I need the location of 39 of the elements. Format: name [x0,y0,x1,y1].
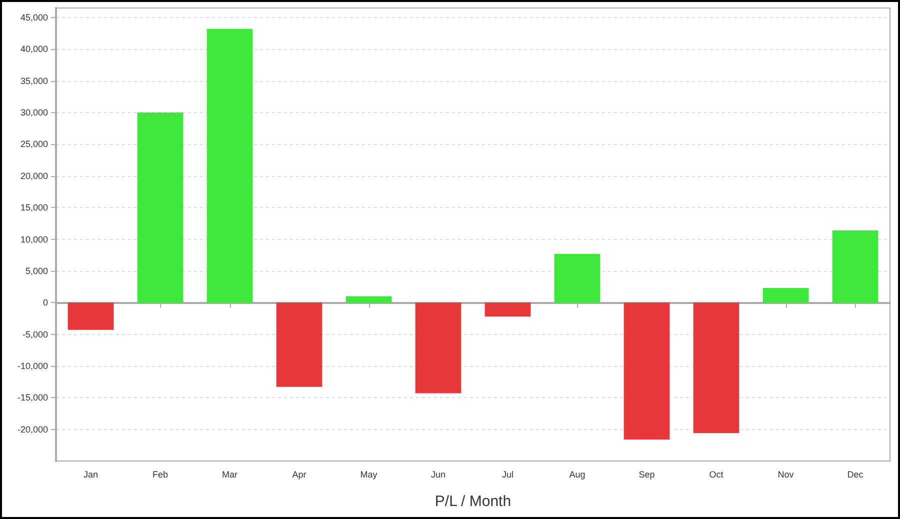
x-tick-label: Jun [430,470,446,480]
bar [346,296,392,303]
bar [484,302,531,317]
y-tick-label: -5,000 [22,329,48,340]
y-tick-label: -15,000 [17,392,48,403]
bar [762,288,809,303]
bar [68,302,114,330]
x-axis-title: P/L / Month [434,493,512,510]
x-tick-label: Sep [638,470,655,480]
x-tick-label: Jul [502,470,514,480]
y-tick-label: 30,000 [20,108,48,118]
y-tick-label: 40,000 [20,44,48,54]
bar [276,302,322,387]
bar [206,28,253,303]
bar [137,112,184,303]
y-tick-label: 5,000 [25,266,48,276]
x-tick-label: Dec [847,470,864,480]
x-tick-label: Feb [152,470,168,480]
y-tick-label: 20,000 [20,170,48,181]
y-tick-label: 10,000 [20,234,48,244]
x-tick-label: May [360,470,378,480]
y-tick-label: 15,000 [20,202,48,213]
y-tick-label: 25,000 [20,139,48,150]
bar [832,230,878,303]
bar [624,302,670,440]
x-tick-label: Oct [709,470,724,480]
bar [415,302,462,394]
x-tick-label: Jan [83,470,98,480]
x-tick-label: Mar [222,470,238,480]
bar [693,302,740,434]
x-tick-label: Aug [569,470,586,480]
y-tick-label: 35,000 [20,76,48,86]
y-tick-label: 45,000 [20,12,48,23]
x-tick-label: Nov [778,470,794,480]
x-tick-label: Apr [292,470,306,480]
bar [554,254,600,303]
y-tick-label: -10,000 [17,360,48,371]
y-tick-label: -20,000 [17,424,48,434]
y-tick-label: 0 [42,298,48,308]
